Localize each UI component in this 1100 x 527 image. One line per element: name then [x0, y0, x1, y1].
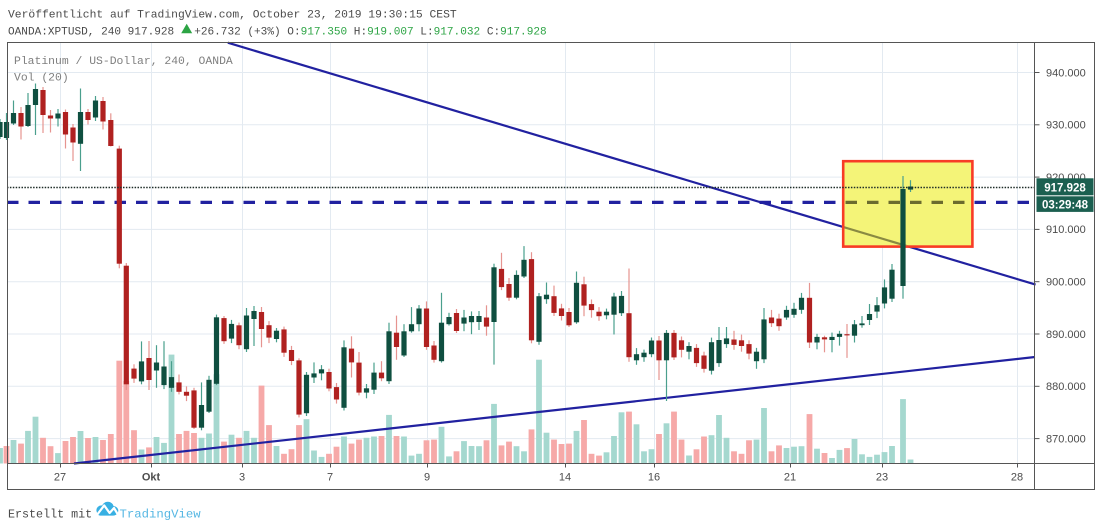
svg-text:3: 3 — [239, 472, 245, 484]
svg-text:27: 27 — [54, 472, 66, 484]
svg-text:TradingView: TradingView — [120, 508, 202, 522]
svg-text:Platinum / US-Dollar, 240, OAN: Platinum / US-Dollar, 240, OANDA — [14, 56, 233, 68]
svg-text:900.000: 900.000 — [1046, 277, 1086, 289]
svg-text:7: 7 — [327, 472, 333, 484]
svg-text:940.000: 940.000 — [1046, 67, 1086, 79]
svg-text:890.000: 890.000 — [1046, 329, 1086, 341]
svg-text:880.000: 880.000 — [1046, 381, 1086, 393]
svg-text:917.032: 917.032 — [434, 27, 481, 39]
svg-text:28: 28 — [1011, 472, 1023, 484]
svg-text:H:: H: — [354, 27, 367, 39]
svg-text:9: 9 — [424, 472, 430, 484]
svg-text:C:: C: — [487, 27, 500, 39]
svg-text:919.007: 919.007 — [367, 27, 414, 39]
svg-text:21: 21 — [784, 472, 796, 484]
svg-text:Veröffentlicht auf TradingView: Veröffentlicht auf TradingView.com, Octo… — [8, 10, 457, 22]
svg-text:+26.732 (+3%): +26.732 (+3%) — [194, 27, 280, 39]
svg-text:OANDA:XPTUSD, 240 917.928: OANDA:XPTUSD, 240 917.928 — [8, 27, 174, 39]
svg-text:910.000: 910.000 — [1046, 224, 1086, 236]
svg-text:O:: O: — [287, 27, 300, 39]
svg-text:917.350: 917.350 — [301, 27, 348, 39]
svg-text:Okt: Okt — [142, 472, 161, 484]
svg-text:917.928: 917.928 — [500, 27, 547, 39]
svg-text:14: 14 — [559, 472, 571, 484]
svg-text:L:: L: — [420, 27, 433, 39]
svg-text:930.000: 930.000 — [1046, 120, 1086, 132]
svg-text:Erstellt mit: Erstellt mit — [8, 508, 92, 522]
svg-text:03:29:48: 03:29:48 — [1042, 199, 1089, 211]
svg-text:23: 23 — [876, 472, 888, 484]
svg-text:870.000: 870.000 — [1046, 433, 1086, 445]
svg-text:16: 16 — [648, 472, 660, 484]
svg-text:917.928: 917.928 — [1044, 182, 1086, 194]
svg-text:Vol (20): Vol (20) — [14, 73, 69, 85]
